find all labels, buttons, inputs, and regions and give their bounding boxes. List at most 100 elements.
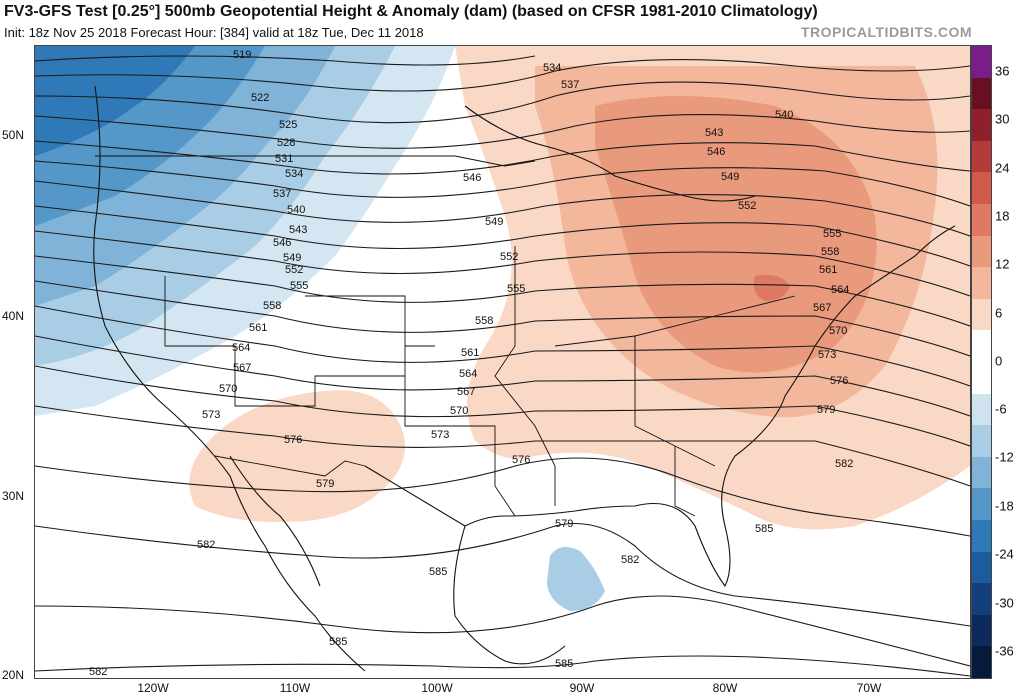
colorbar-label: -6: [995, 401, 1007, 417]
contour-label: 555: [507, 283, 525, 295]
lon-label: 110W: [279, 681, 311, 695]
contour-label: 537: [273, 188, 291, 200]
contour-label: 582: [197, 539, 215, 551]
contour-label: 570: [219, 383, 237, 395]
anomaly-red-core: [753, 274, 790, 301]
contour-label: 540: [287, 204, 305, 216]
colorbar-label: -18: [995, 498, 1014, 514]
colorbar-segment: [972, 298, 991, 331]
contour-label: 552: [285, 264, 303, 276]
contour-label: 537: [561, 79, 579, 91]
contour-label: 534: [543, 62, 561, 74]
contour-label: 573: [431, 429, 449, 441]
contour-label: 546: [273, 237, 291, 249]
colorbar-segment: [972, 583, 991, 616]
lon-label: 70W: [856, 681, 882, 695]
contour-label: 573: [818, 349, 836, 361]
colorbar-label: 0: [995, 353, 1003, 369]
colorbar-segment: [972, 46, 991, 79]
contour-label: 561: [249, 322, 267, 334]
colorbar-segment: [972, 204, 991, 237]
colorbar-label: 30: [995, 111, 1010, 127]
colorbar-segment: [972, 172, 991, 205]
colorbar-label: -36: [995, 643, 1014, 659]
colorbar-segment: [972, 362, 991, 395]
colorbar-label: 24: [995, 160, 1010, 176]
contour-label: 585: [329, 636, 347, 648]
contour-label: 564: [232, 342, 250, 354]
colorbar-label: -24: [995, 546, 1014, 562]
lat-label: 30N: [2, 489, 25, 503]
lon-label: 100W: [421, 681, 453, 695]
height-contours: [35, 55, 970, 677]
contour-label: 561: [819, 264, 837, 276]
contour-label: 552: [738, 200, 756, 212]
contour-label: 549: [485, 216, 503, 228]
colorbar-label: 18: [995, 208, 1010, 224]
anomaly-red-sw: [189, 390, 405, 522]
contour-label: 540: [775, 109, 793, 121]
lon-label: 90W: [569, 681, 595, 695]
contour-label: 576: [512, 454, 530, 466]
anomaly-red-strong: [595, 96, 877, 373]
contour-label: 549: [283, 252, 301, 264]
contour-label: 585: [755, 523, 773, 535]
lat-label: 20N: [2, 668, 25, 682]
height-anomaly-map: 519 522 525 528 531 534 537 540 543 546 …: [35, 46, 970, 678]
contour-label: 558: [263, 300, 281, 312]
colorbar-label: -30: [995, 595, 1014, 611]
contour-label: 525: [279, 119, 297, 131]
colorbar: [971, 45, 992, 679]
colorbar-segment: [972, 456, 991, 489]
contour-labels: 519 522 525 528 531 534 537 540 543 546 …: [89, 49, 853, 678]
map-subtitle: Init: 18z Nov 25 2018 Forecast Hour: [38…: [4, 25, 424, 40]
contour-label: 534: [285, 168, 303, 180]
contour-label: 543: [289, 224, 307, 236]
contour-label: 531: [275, 153, 293, 165]
anomaly-blue-core: [35, 46, 195, 156]
site-brand: TROPICALTIDBITS.COM: [800, 24, 972, 40]
lat-label: 40N: [2, 309, 25, 323]
colorbar-segment: [972, 267, 991, 300]
contour-label: 579: [316, 478, 334, 490]
contour-label: 546: [463, 172, 481, 184]
contour-label: 585: [555, 658, 573, 670]
map-panel: 519 522 525 528 531 534 537 540 543 546 …: [34, 45, 971, 679]
contour-label: 552: [500, 251, 518, 263]
contour-label: 582: [621, 554, 639, 566]
contour-label: 567: [457, 386, 475, 398]
contour-label: 564: [831, 284, 849, 296]
contour-label: 579: [817, 404, 835, 416]
contour-label: 561: [461, 347, 479, 359]
contour-label: 546: [707, 146, 725, 158]
contour-label: 570: [450, 405, 468, 417]
colorbar-segment: [972, 330, 991, 363]
contour-label: 555: [290, 280, 308, 292]
contour-label: 543: [705, 127, 723, 139]
borders: [95, 155, 796, 517]
colorbar-label: 12: [995, 256, 1010, 272]
colorbar-segment: [972, 393, 991, 426]
lon-label: 80W: [712, 681, 738, 695]
colorbar-segment: [972, 109, 991, 142]
map-title: FV3-GFS Test [0.25°] 500mb Geopotential …: [4, 3, 818, 20]
contour-label: 573: [202, 409, 220, 421]
contour-label: 522: [251, 92, 269, 104]
colorbar-segment: [972, 520, 991, 553]
lon-label: 120W: [137, 681, 169, 695]
anomaly-blue-gulf: [547, 547, 605, 611]
contour-label: 555: [823, 228, 841, 240]
contour-label: 567: [233, 362, 251, 374]
contour-label: 567: [813, 302, 831, 314]
contour-label: 519: [233, 49, 251, 61]
coastlines: [93, 85, 956, 672]
colorbar-label: 6: [995, 305, 1003, 321]
colorbar-segment: [972, 425, 991, 458]
contour-label: 564: [459, 368, 477, 380]
colorbar-segment: [972, 646, 991, 679]
lat-label: 50N: [2, 128, 25, 142]
colorbar-segment: [972, 488, 991, 521]
contour-label: 582: [835, 458, 853, 470]
contour-label: 582: [89, 666, 107, 678]
contour-label: 585: [429, 566, 447, 578]
